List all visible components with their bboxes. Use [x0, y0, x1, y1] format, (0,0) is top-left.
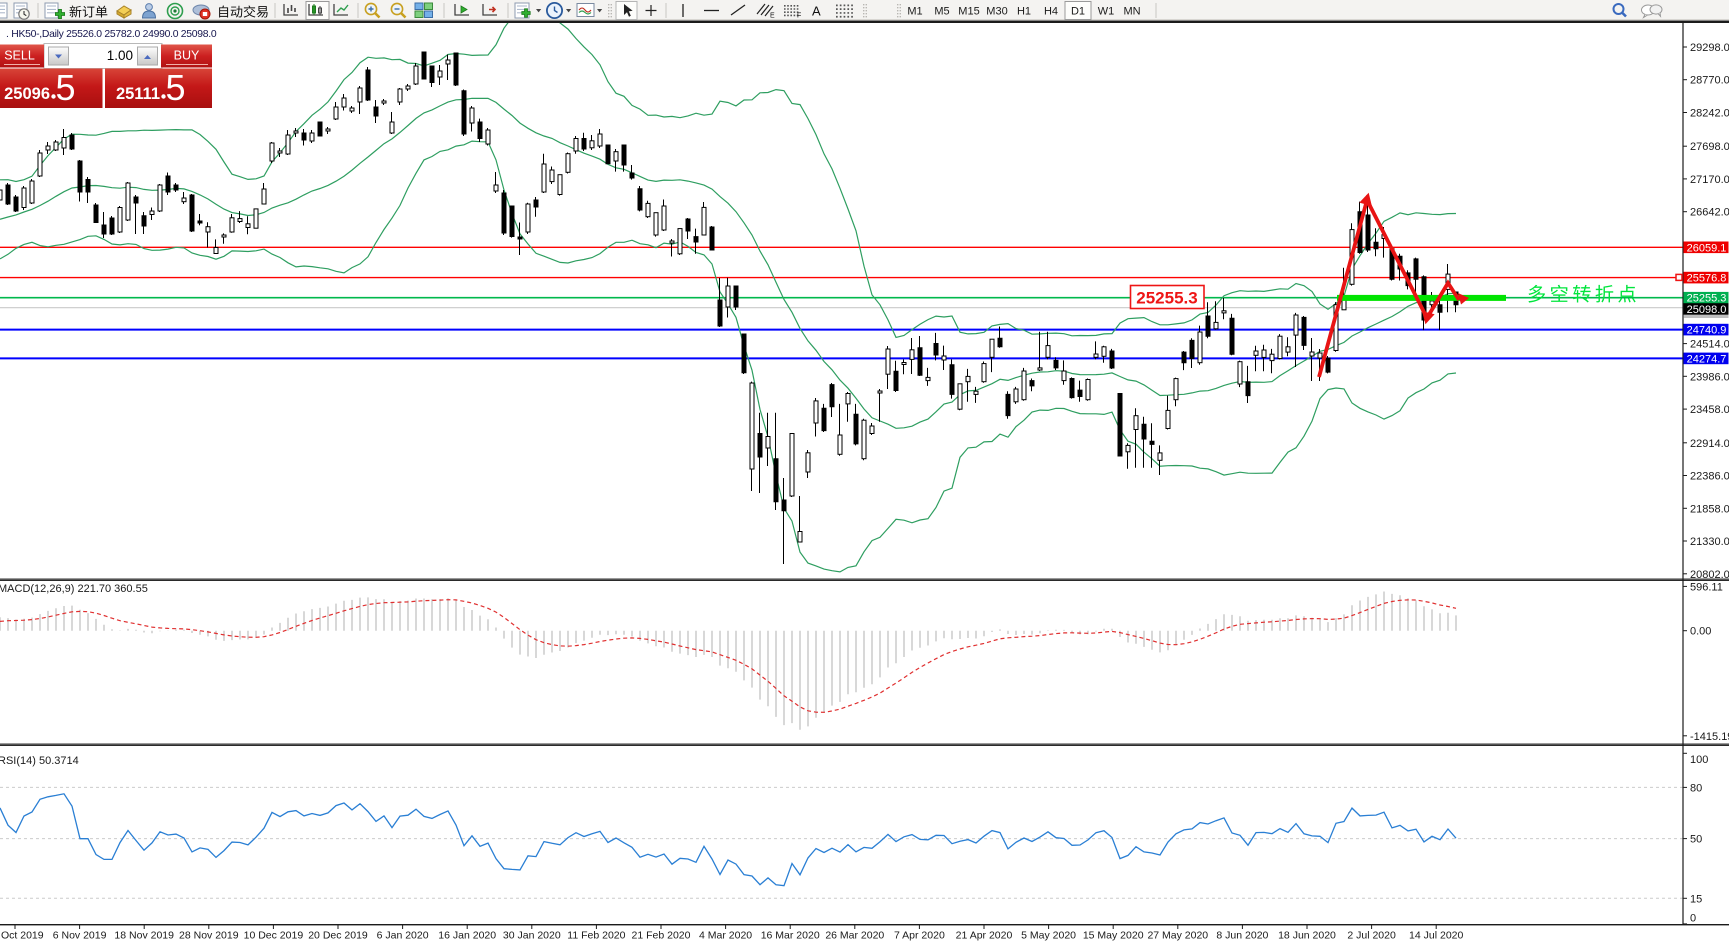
svg-text:F: F	[797, 13, 801, 20]
svg-text:21 Feb 2020: 21 Feb 2020	[632, 930, 691, 942]
svg-text:28770.0: 28770.0	[1690, 75, 1729, 87]
svg-text:22914.0: 22914.0	[1690, 438, 1729, 450]
svg-text:7 Apr 2020: 7 Apr 2020	[894, 930, 945, 942]
svg-text:30 Jan 2020: 30 Jan 2020	[503, 930, 561, 942]
svg-text:596.11: 596.11	[1690, 581, 1723, 593]
svg-text:0: 0	[1690, 913, 1696, 925]
svg-text:SELL: SELL	[4, 49, 35, 63]
svg-text:RSI(14) 50.3714: RSI(14) 50.3714	[0, 755, 79, 767]
svg-text:H4: H4	[1044, 6, 1058, 18]
svg-text:-1415.19: -1415.19	[1690, 731, 1729, 743]
svg-text:23986.0: 23986.0	[1690, 371, 1729, 383]
svg-text:28 Nov 2019: 28 Nov 2019	[179, 930, 239, 942]
svg-text:5 May 2020: 5 May 2020	[1021, 930, 1076, 942]
svg-text:21330.0: 21330.0	[1690, 536, 1729, 548]
svg-text:1.00: 1.00	[107, 48, 133, 63]
svg-text:W1: W1	[1098, 6, 1115, 18]
svg-text:MN: MN	[1123, 6, 1140, 18]
svg-text:MACD(12,26,9) 221.70 360.55: MACD(12,26,9) 221.70 360.55	[0, 583, 148, 595]
svg-text:E: E	[770, 13, 775, 20]
svg-text:25098.0: 25098.0	[1687, 304, 1727, 316]
svg-text:6 Jan 2020: 6 Jan 2020	[377, 930, 429, 942]
svg-text:21 Apr 2020: 21 Apr 2020	[956, 930, 1013, 942]
svg-text:80: 80	[1690, 782, 1702, 794]
svg-text:5: 5	[56, 67, 76, 108]
svg-text:27698.0: 27698.0	[1690, 141, 1729, 153]
svg-text:8 Jun 2020: 8 Jun 2020	[1216, 930, 1268, 942]
svg-text:11 Feb 2020: 11 Feb 2020	[567, 930, 625, 942]
svg-text:25255.3: 25255.3	[1136, 289, 1197, 308]
svg-text:29298.0: 29298.0	[1690, 42, 1729, 54]
svg-text:4 Mar 2020: 4 Mar 2020	[699, 930, 752, 942]
svg-text:23458.0: 23458.0	[1690, 404, 1729, 416]
svg-text:22386.0: 22386.0	[1690, 471, 1729, 483]
svg-text:M1: M1	[907, 6, 922, 18]
svg-text:21858.0: 21858.0	[1690, 503, 1729, 515]
svg-text:A: A	[812, 4, 821, 19]
svg-text:H1: H1	[1017, 6, 1031, 18]
svg-text:50: 50	[1690, 834, 1702, 846]
svg-text:26059.1: 26059.1	[1687, 242, 1727, 254]
svg-text:D1: D1	[1071, 6, 1085, 18]
svg-text:18 Jun 2020: 18 Jun 2020	[1278, 930, 1336, 942]
svg-text:16 Jan 2020: 16 Jan 2020	[438, 930, 496, 942]
svg-text:24740.9: 24740.9	[1687, 325, 1727, 337]
svg-text:2 Jul 2020: 2 Jul 2020	[1347, 930, 1396, 942]
svg-text:26642.0: 26642.0	[1690, 207, 1729, 219]
svg-text:28242.0: 28242.0	[1690, 108, 1729, 120]
svg-text:M30: M30	[986, 6, 1007, 18]
svg-text:100: 100	[1690, 754, 1708, 766]
svg-text:6 Nov 2019: 6 Nov 2019	[53, 930, 107, 942]
svg-text:20802.0: 20802.0	[1690, 569, 1729, 581]
svg-text:25255.3: 25255.3	[1687, 293, 1727, 305]
svg-text:5: 5	[166, 67, 186, 108]
svg-text:26 Mar 2020: 26 Mar 2020	[825, 930, 884, 942]
svg-text:10 Dec 2019: 10 Dec 2019	[244, 930, 304, 942]
svg-text:18 Nov 2019: 18 Nov 2019	[114, 930, 174, 942]
svg-text:M5: M5	[934, 6, 949, 18]
svg-text:15 May 2020: 15 May 2020	[1083, 930, 1144, 942]
svg-text:. HK50-,Daily 25526.0 25782.: . HK50-,Daily 25526.0 25782.0 24990.0 25…	[6, 29, 217, 40]
svg-text:16 Mar 2020: 16 Mar 2020	[761, 930, 820, 942]
svg-text:24514.0: 24514.0	[1690, 339, 1729, 351]
svg-text:25576.8: 25576.8	[1687, 273, 1727, 285]
svg-text:27170.0: 27170.0	[1690, 174, 1729, 186]
svg-text:25111: 25111	[116, 85, 160, 103]
svg-text:14 Jul 2020: 14 Jul 2020	[1409, 930, 1463, 942]
svg-text:0.00: 0.00	[1690, 626, 1711, 638]
svg-text:27 May 2020: 27 May 2020	[1147, 930, 1208, 942]
svg-text:25096: 25096	[4, 85, 50, 103]
svg-text:20 Dec 2019: 20 Dec 2019	[308, 930, 368, 942]
svg-text:28 Oct 2019: 28 Oct 2019	[0, 930, 44, 942]
svg-text:24274.7: 24274.7	[1687, 353, 1727, 365]
svg-text:15: 15	[1690, 893, 1702, 905]
svg-text:M15: M15	[958, 6, 979, 18]
svg-text:BUY: BUY	[174, 49, 200, 63]
